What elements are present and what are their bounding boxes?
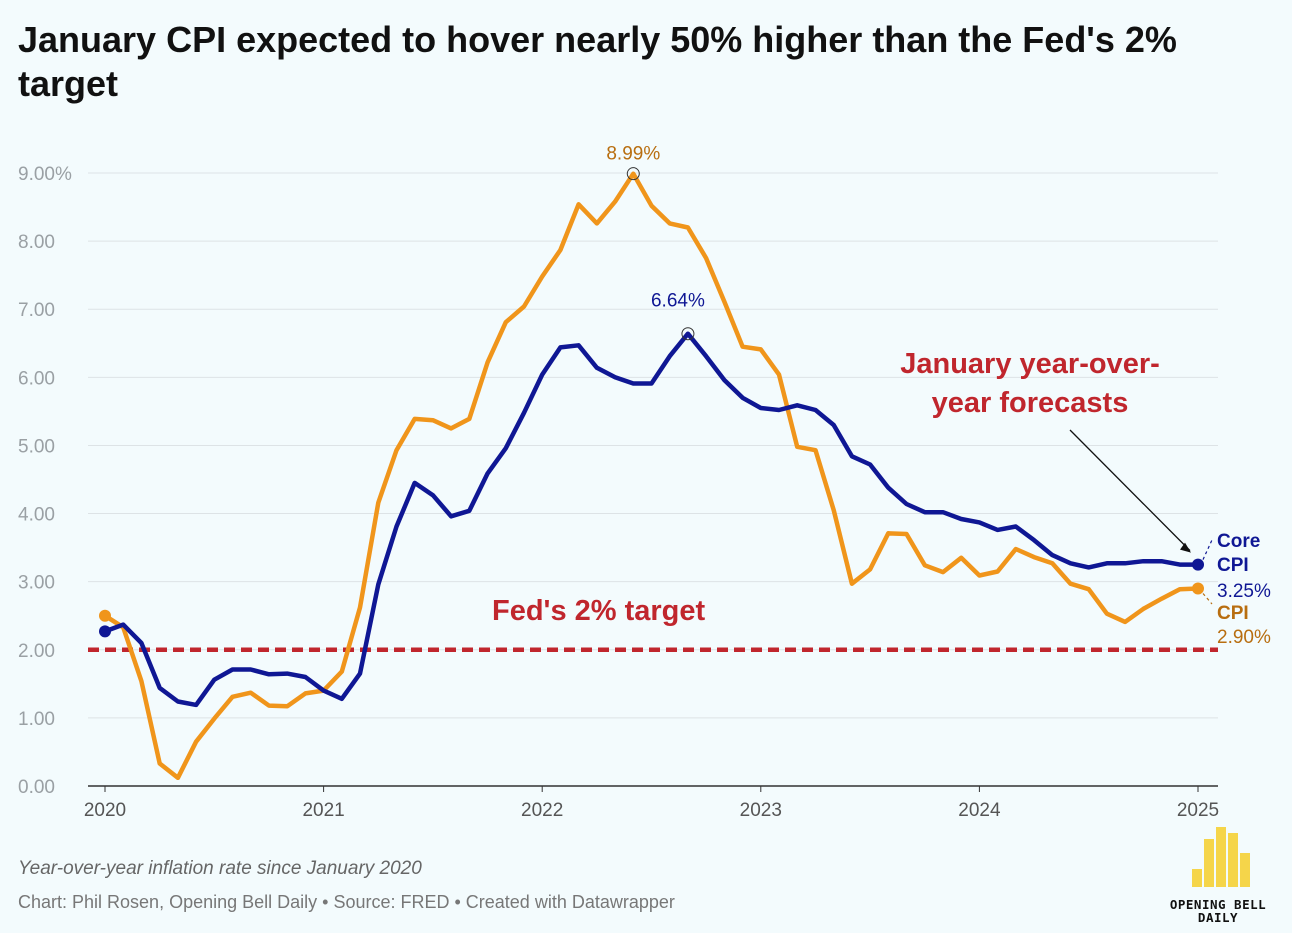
logo-bar-icon — [1192, 869, 1202, 887]
chart-title: January CPI expected to hover nearly 50%… — [18, 19, 1177, 104]
cpi-line-start-point — [99, 609, 111, 622]
fed-target-label: Fed's 2% target — [492, 595, 706, 627]
gridlines — [88, 172, 1218, 787]
x-tick-label: 2020 — [84, 800, 126, 821]
source-note: Chart: Phil Rosen, Opening Bell Daily • … — [18, 892, 675, 912]
y-tick-label: 6.00 — [18, 368, 55, 389]
core-cpi-name-line2: CPI — [1217, 555, 1249, 576]
x-tick-label: 2021 — [302, 800, 344, 821]
y-tick-label: 2.00 — [18, 641, 55, 662]
x-tick-label: 2025 — [1177, 800, 1219, 821]
cpi-name-label: CPI — [1217, 603, 1249, 624]
y-tick-label: 0.00 — [18, 777, 55, 798]
series-group — [99, 171, 1204, 781]
core-cpi-end-value: 3.25% — [1217, 581, 1271, 602]
cpi-label-connector — [1202, 593, 1213, 605]
logo-text-line1: OPENING BELL — [1169, 897, 1267, 912]
y-tick-label: 3.00 — [18, 573, 55, 594]
core-peak-label: 6.64% — [651, 291, 705, 312]
logo-bar-icon — [1228, 833, 1238, 887]
y-tick-label: 1.00 — [18, 709, 55, 730]
annotations-group: 8.99% 6.64% January year-over-year forecas… — [606, 144, 1271, 648]
core-cpi-line — [104, 331, 1198, 708]
y-tick-label: 8.00 — [18, 232, 55, 253]
logo-bar-icon — [1240, 853, 1250, 887]
cpi-line-end-point — [1192, 582, 1204, 595]
y-tick-label: 7.00 — [18, 300, 55, 321]
logo-text-line2: DAILY — [1197, 910, 1239, 925]
x-tick-label: 2024 — [958, 800, 1001, 821]
opening-bell-logo: OPENING BELL DAILY — [1152, 827, 1284, 925]
forecast-arrow-head — [1180, 542, 1191, 553]
core-cpi-name-line1: Core — [1217, 531, 1260, 552]
core-cpi-line-start-point — [99, 625, 111, 638]
logo-bar-icon — [1204, 839, 1214, 887]
core-peak-marker — [681, 327, 695, 341]
cpi-peak-marker — [626, 167, 640, 181]
x-tick-label: 2022 — [521, 800, 563, 821]
cpi-line — [103, 171, 1199, 781]
forecast-annotation-line1: January year-over- — [900, 348, 1160, 380]
forecast-annotation-line2: year forecasts — [932, 387, 1129, 419]
y-tick-label: 4.00 — [18, 505, 55, 526]
y-tick-label: 5.00 — [18, 436, 55, 457]
y-tick-label: 9.00% — [18, 164, 72, 185]
x-axis-ticks: 2020 2021 2022 2023 2024 2025 — [84, 786, 1219, 821]
chart-subtitle: Year-over-year inflation rate since Janu… — [18, 858, 422, 879]
cpi-peak-label: 8.99% — [606, 144, 660, 165]
cpi-end-value: 2.90% — [1217, 627, 1271, 648]
logo-bar-icon — [1216, 827, 1226, 887]
y-axis-ticks: 0.00 1.00 2.00 3.00 4.00 5.00 6.00 7.00 8.00 9.00… — [18, 164, 72, 798]
x-tick-label: 2023 — [740, 800, 782, 821]
core-cpi-line-end-point — [1192, 558, 1204, 571]
core-label-connector — [1202, 539, 1213, 560]
forecast-arrow — [1069, 429, 1191, 552]
